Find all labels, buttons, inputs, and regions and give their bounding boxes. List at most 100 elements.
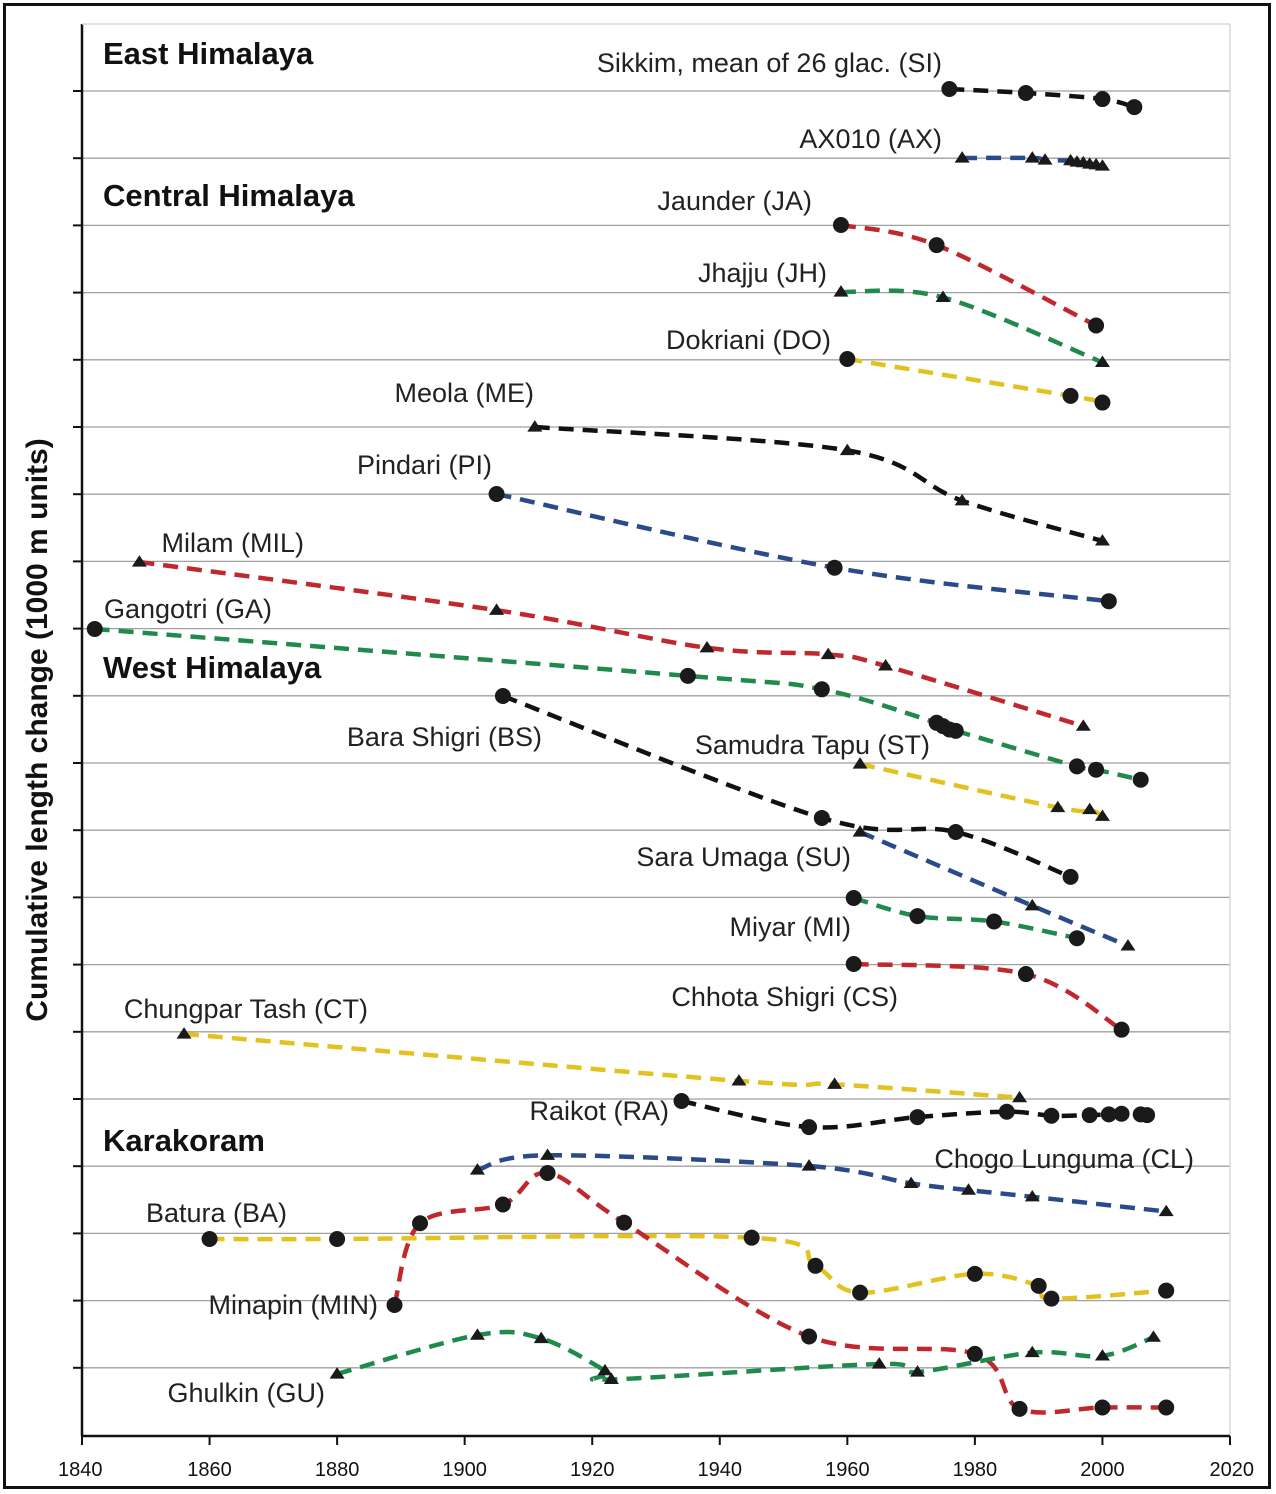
data-point bbox=[386, 1297, 403, 1313]
data-point bbox=[935, 290, 951, 302]
series-line bbox=[183, 1031, 1020, 1100]
data-point bbox=[1100, 593, 1117, 610]
data-point bbox=[1024, 898, 1040, 911]
series-group bbox=[488, 486, 1117, 610]
data-point bbox=[1094, 394, 1111, 411]
data-point bbox=[839, 351, 856, 367]
series-line bbox=[840, 222, 1098, 328]
data-point bbox=[1094, 159, 1110, 171]
data-point bbox=[1094, 91, 1111, 108]
x-tick-label: 1860 bbox=[187, 1459, 232, 1481]
series-group bbox=[329, 1328, 1161, 1384]
series-group bbox=[86, 81, 1175, 1417]
region-label: East Himalaya bbox=[103, 36, 314, 71]
series-group bbox=[527, 420, 1110, 546]
series-group bbox=[852, 757, 1110, 821]
data-point bbox=[1088, 761, 1105, 778]
data-point bbox=[909, 908, 926, 925]
data-point bbox=[832, 217, 849, 233]
series-label: Sara Umaga (SU) bbox=[636, 842, 851, 872]
series-group bbox=[954, 151, 1110, 171]
data-point bbox=[1024, 1345, 1040, 1358]
series-group bbox=[86, 621, 1149, 788]
series-label: Chungpar Tash (CT) bbox=[124, 994, 368, 1024]
data-point bbox=[1132, 771, 1149, 788]
data-point bbox=[329, 1231, 346, 1247]
data-point bbox=[469, 1328, 485, 1340]
data-point bbox=[998, 1103, 1015, 1120]
data-point bbox=[489, 603, 505, 615]
series-label: Chhota Shigri (CS) bbox=[671, 982, 898, 1012]
series-group bbox=[839, 351, 1111, 411]
data-point bbox=[909, 1365, 925, 1377]
series-group bbox=[845, 956, 1130, 1038]
data-point bbox=[1012, 1090, 1028, 1103]
data-point bbox=[679, 667, 696, 684]
region-labels: East Himalaya Central Himalaya West Himala… bbox=[103, 36, 355, 1158]
data-point bbox=[1158, 1399, 1175, 1416]
data-point bbox=[412, 1215, 429, 1232]
series-label: Chogo Lunguma (CL) bbox=[934, 1144, 1194, 1174]
data-point bbox=[966, 1345, 983, 1362]
x-tick-label: 1980 bbox=[953, 1459, 998, 1481]
series-label: Meola (ME) bbox=[394, 378, 534, 408]
series-label: Ghulkin (GU) bbox=[167, 1378, 325, 1408]
series-label: Samudra Tapu (ST) bbox=[695, 730, 930, 760]
series-group bbox=[845, 890, 1085, 947]
data-point bbox=[1126, 99, 1143, 116]
x-tick-label: 1920 bbox=[570, 1459, 615, 1481]
data-point bbox=[845, 956, 862, 972]
data-point bbox=[597, 1363, 613, 1376]
series-group bbox=[852, 825, 1136, 951]
x-tick-label: 2020 bbox=[1210, 1459, 1255, 1481]
data-point bbox=[928, 237, 945, 254]
data-point bbox=[813, 681, 830, 698]
data-point bbox=[878, 659, 894, 671]
data-point bbox=[743, 1229, 760, 1246]
data-point bbox=[1094, 809, 1110, 821]
series-labels: Sikkim, mean of 26 glac. (SI) AX010 (AX) J… bbox=[104, 48, 1194, 1408]
x-tick-label: 1940 bbox=[698, 1459, 743, 1481]
data-point bbox=[839, 443, 855, 456]
series-label: Sikkim, mean of 26 glac. (SI) bbox=[597, 48, 942, 78]
data-point bbox=[673, 1093, 690, 1109]
series-line bbox=[846, 356, 1104, 405]
series-label: Raikot (RA) bbox=[529, 1096, 669, 1126]
data-point bbox=[539, 1165, 556, 1182]
data-point bbox=[1081, 1107, 1098, 1124]
series-label: Pindari (PI) bbox=[357, 450, 492, 480]
series-label: Batura (BA) bbox=[146, 1198, 287, 1228]
data-point bbox=[852, 757, 868, 769]
data-point bbox=[1068, 758, 1085, 775]
data-point bbox=[807, 1257, 824, 1274]
series-group bbox=[941, 81, 1143, 116]
series-group bbox=[832, 217, 1105, 334]
data-point bbox=[903, 1176, 919, 1189]
data-point bbox=[731, 1074, 747, 1086]
data-point bbox=[1062, 868, 1079, 885]
region-label: West Himalaya bbox=[103, 650, 322, 685]
data-point bbox=[1030, 1277, 1047, 1294]
data-point bbox=[616, 1214, 633, 1231]
series-label: Bara Shigri (BS) bbox=[347, 722, 542, 752]
data-point bbox=[699, 640, 715, 653]
series-line bbox=[859, 829, 1129, 948]
data-point bbox=[494, 1196, 511, 1213]
data-point bbox=[813, 809, 830, 826]
series-line bbox=[502, 693, 1072, 879]
data-point bbox=[1094, 1399, 1111, 1416]
series-label: Miyar (MI) bbox=[730, 912, 851, 942]
y-axis-label: Cumulative length change (1000 m units) bbox=[21, 438, 54, 1022]
series-group bbox=[494, 688, 1079, 885]
data-point bbox=[603, 1372, 619, 1384]
series-label: Minapin (MIN) bbox=[208, 1290, 378, 1320]
series-line bbox=[392, 1170, 1167, 1415]
series-line bbox=[534, 424, 1104, 544]
x-tick-label: 2000 bbox=[1080, 1459, 1125, 1481]
data-point bbox=[488, 486, 505, 502]
data-point bbox=[909, 1109, 926, 1126]
data-point bbox=[961, 1183, 977, 1195]
x-tick-label: 1840 bbox=[58, 1459, 103, 1481]
x-tick-label: 1960 bbox=[825, 1459, 870, 1481]
data-point bbox=[1113, 1021, 1130, 1038]
